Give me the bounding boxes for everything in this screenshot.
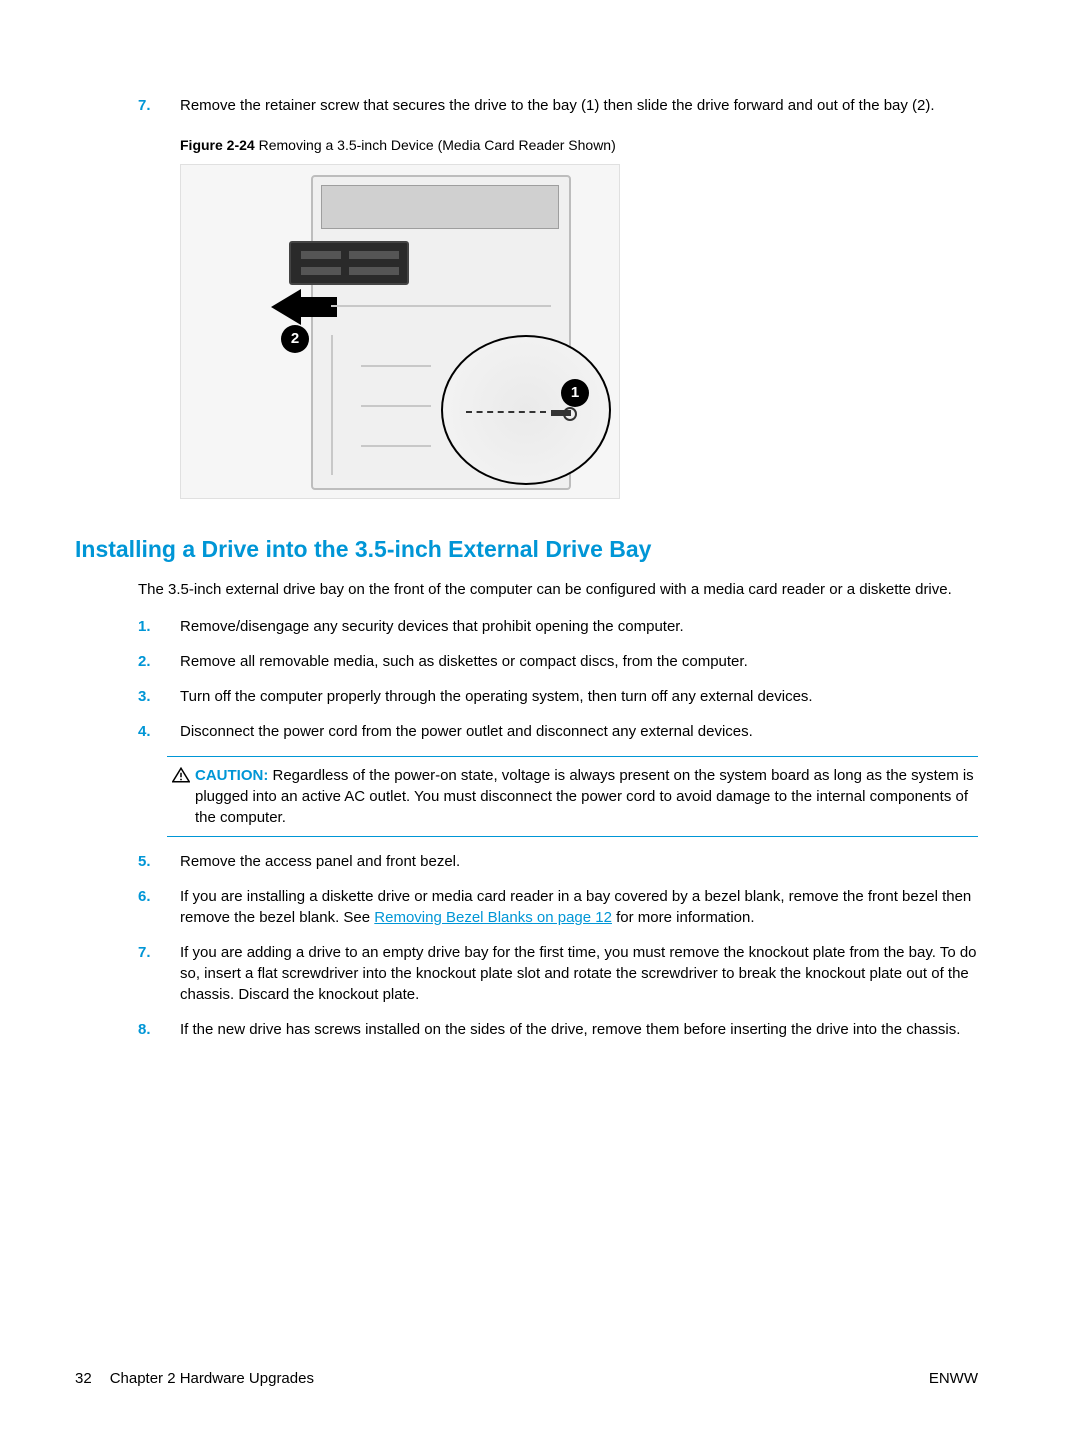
figure-label: Figure 2-24 xyxy=(180,137,255,153)
step-number: 2. xyxy=(138,651,162,672)
step-text: Remove the access panel and front bezel. xyxy=(180,851,978,872)
step-number: 7. xyxy=(138,95,162,116)
footer-left: 32 Chapter 2 Hardware Upgrades xyxy=(75,1368,314,1389)
figure-callout-2: 2 xyxy=(281,325,309,353)
list-item: 7. If you are adding a drive to an empty … xyxy=(138,942,978,1005)
step-text: If you are installing a diskette drive o… xyxy=(180,886,978,928)
list-item: 2. Remove all removable media, such as di… xyxy=(138,651,978,672)
link-removing-bezel-blanks[interactable]: Removing Bezel Blanks on page 12 xyxy=(374,909,612,926)
caution-box: CAUTION: Regardless of the power-on stat… xyxy=(167,756,978,837)
step-number: 7. xyxy=(138,942,162,1005)
step-text: Remove the retainer screw that secures t… xyxy=(180,95,978,116)
step-text: Disconnect the power cord from the power… xyxy=(180,721,978,742)
list-item: 1. Remove/disengage any security devices … xyxy=(138,616,978,637)
step-number: 4. xyxy=(138,721,162,742)
caution-icon xyxy=(167,765,195,828)
list-item: 4. Disconnect the power cord from the pow… xyxy=(138,721,978,742)
chapter-label: Chapter 2 Hardware Upgrades xyxy=(110,1370,314,1387)
step-text: If the new drive has screws installed on… xyxy=(180,1019,978,1040)
step-6-after: for more information. xyxy=(612,909,755,926)
step-text: Remove all removable media, such as disk… xyxy=(180,651,978,672)
caution-label: CAUTION: xyxy=(195,767,268,784)
caution-body: Regardless of the power-on state, voltag… xyxy=(195,767,974,826)
step-number: 5. xyxy=(138,851,162,872)
list-item: 6. If you are installing a diskette drive… xyxy=(138,886,978,928)
step-text: If you are adding a drive to an empty dr… xyxy=(180,942,978,1005)
footer-right: ENWW xyxy=(929,1368,978,1389)
step-text: Remove/disengage any security devices th… xyxy=(180,616,978,637)
caution-text: CAUTION: Regardless of the power-on stat… xyxy=(195,765,978,828)
steps-list-2: 5. Remove the access panel and front beze… xyxy=(138,851,978,1040)
step-number: 1. xyxy=(138,616,162,637)
page-number: 32 xyxy=(75,1370,92,1387)
figure-image: 2 1 xyxy=(180,164,620,499)
figure-caption: Figure 2-24 Removing a 3.5-inch Device (… xyxy=(180,136,978,156)
section-heading: Installing a Drive into the 3.5-inch Ext… xyxy=(75,533,978,565)
page-footer: 32 Chapter 2 Hardware Upgrades ENWW xyxy=(75,1368,978,1389)
step-7-top: 7. Remove the retainer screw that secure… xyxy=(75,95,978,116)
step-number: 3. xyxy=(138,686,162,707)
figure-callout-1: 1 xyxy=(561,379,589,407)
steps-list-1: 1. Remove/disengage any security devices … xyxy=(138,616,978,742)
list-item: 5. Remove the access panel and front beze… xyxy=(138,851,978,872)
figure-caption-text: Removing a 3.5-inch Device (Media Card R… xyxy=(255,137,616,153)
list-item: 8. If the new drive has screws installed … xyxy=(138,1019,978,1040)
page-content: 7. Remove the retainer screw that secure… xyxy=(75,95,978,1040)
section-intro: The 3.5-inch external drive bay on the f… xyxy=(138,579,978,600)
list-item: 3. Turn off the computer properly through… xyxy=(138,686,978,707)
step-number: 8. xyxy=(138,1019,162,1040)
step-number: 6. xyxy=(138,886,162,928)
step-text: Turn off the computer properly through t… xyxy=(180,686,978,707)
